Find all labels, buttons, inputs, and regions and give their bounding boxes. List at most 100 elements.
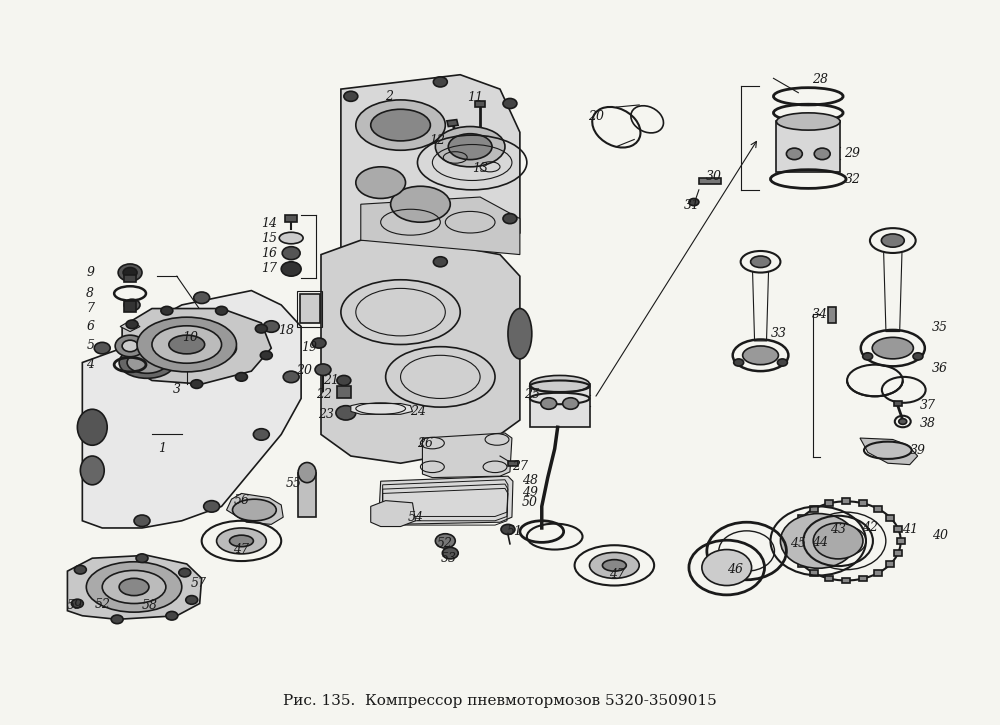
Circle shape <box>123 268 137 278</box>
Circle shape <box>899 418 907 424</box>
Text: 14: 14 <box>261 218 277 230</box>
Ellipse shape <box>77 410 107 445</box>
Bar <box>894 402 902 406</box>
Polygon shape <box>120 320 140 331</box>
Text: 51: 51 <box>507 525 523 538</box>
Text: 22: 22 <box>316 389 332 402</box>
Bar <box>300 294 320 323</box>
Polygon shape <box>341 75 520 269</box>
Polygon shape <box>361 197 520 254</box>
Ellipse shape <box>279 232 303 244</box>
Bar <box>894 526 902 531</box>
Ellipse shape <box>187 335 236 361</box>
Circle shape <box>122 340 138 352</box>
Circle shape <box>863 353 873 360</box>
Bar <box>475 102 485 107</box>
Text: 4: 4 <box>86 358 94 371</box>
Circle shape <box>433 77 447 87</box>
Bar <box>776 122 840 172</box>
Text: 47: 47 <box>609 568 625 581</box>
Text: 7: 7 <box>86 302 94 315</box>
Polygon shape <box>371 501 415 526</box>
Circle shape <box>315 364 331 376</box>
Text: 9: 9 <box>86 266 94 279</box>
Ellipse shape <box>298 463 316 483</box>
Circle shape <box>111 615 123 624</box>
Circle shape <box>115 335 145 357</box>
Text: 1: 1 <box>158 442 166 455</box>
Text: 26: 26 <box>417 436 433 450</box>
Text: 44: 44 <box>812 536 828 549</box>
Circle shape <box>204 501 220 512</box>
Ellipse shape <box>776 113 840 130</box>
Circle shape <box>702 550 752 586</box>
Bar <box>798 561 806 567</box>
Text: 48: 48 <box>522 474 538 487</box>
Ellipse shape <box>743 346 778 365</box>
Ellipse shape <box>80 456 104 485</box>
Ellipse shape <box>508 309 532 359</box>
Ellipse shape <box>391 186 450 222</box>
Ellipse shape <box>102 571 166 603</box>
Text: 57: 57 <box>191 577 207 590</box>
Circle shape <box>253 428 269 440</box>
Text: 20: 20 <box>588 110 604 123</box>
Bar <box>810 570 818 576</box>
Circle shape <box>186 596 198 604</box>
Text: 27: 27 <box>512 460 528 473</box>
Text: 6: 6 <box>86 320 94 333</box>
Text: 11: 11 <box>467 91 483 104</box>
Bar <box>124 301 136 312</box>
Circle shape <box>813 523 863 559</box>
Ellipse shape <box>119 347 175 378</box>
Text: 32: 32 <box>845 173 861 186</box>
Bar <box>886 515 894 521</box>
Ellipse shape <box>86 562 182 612</box>
Text: 59: 59 <box>66 599 82 612</box>
Circle shape <box>503 99 517 109</box>
Text: 50: 50 <box>522 497 538 509</box>
Ellipse shape <box>169 335 205 354</box>
Circle shape <box>216 307 228 315</box>
Ellipse shape <box>602 560 626 571</box>
Bar <box>842 499 850 504</box>
Text: 3: 3 <box>173 384 181 397</box>
Polygon shape <box>67 555 202 619</box>
Bar <box>285 215 297 222</box>
Polygon shape <box>379 476 513 524</box>
Text: 36: 36 <box>932 362 948 375</box>
Text: 17: 17 <box>261 262 277 276</box>
Ellipse shape <box>881 234 904 247</box>
Text: 42: 42 <box>862 521 878 534</box>
Circle shape <box>191 380 203 389</box>
Ellipse shape <box>217 528 266 554</box>
Text: 34: 34 <box>812 308 828 320</box>
Circle shape <box>312 338 326 348</box>
Text: 52: 52 <box>436 537 452 550</box>
Circle shape <box>503 214 517 223</box>
Text: 30: 30 <box>706 170 722 183</box>
Polygon shape <box>860 438 918 465</box>
Bar <box>874 570 882 576</box>
Ellipse shape <box>448 133 492 160</box>
Ellipse shape <box>751 256 770 268</box>
Text: 58: 58 <box>142 599 158 612</box>
Text: 24: 24 <box>410 405 426 418</box>
Circle shape <box>136 554 148 563</box>
Text: 18: 18 <box>278 323 294 336</box>
Text: 20: 20 <box>296 364 312 377</box>
Bar <box>897 538 905 544</box>
Text: 40: 40 <box>932 529 948 542</box>
Polygon shape <box>321 240 520 463</box>
Ellipse shape <box>127 352 167 373</box>
Ellipse shape <box>435 127 505 167</box>
Circle shape <box>734 359 744 366</box>
Bar <box>886 561 894 567</box>
Bar <box>859 500 867 506</box>
Bar <box>810 506 818 512</box>
Bar <box>297 291 322 326</box>
Text: 2: 2 <box>385 90 393 103</box>
Circle shape <box>281 262 301 276</box>
Text: 53: 53 <box>440 552 456 565</box>
Circle shape <box>235 373 247 381</box>
